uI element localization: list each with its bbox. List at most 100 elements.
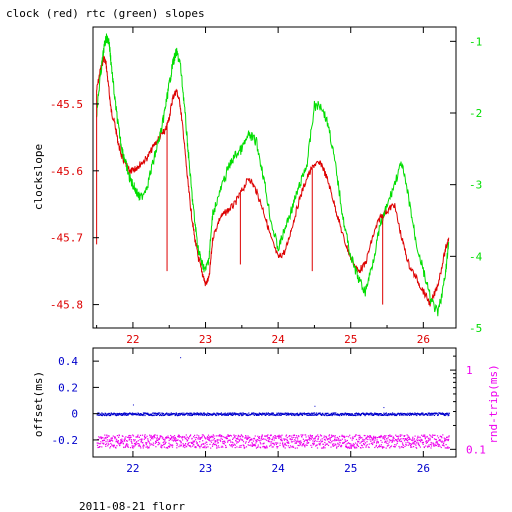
data-point	[248, 444, 250, 446]
data-point	[259, 442, 261, 444]
data-point	[133, 446, 135, 448]
data-point	[278, 437, 280, 439]
data-point	[348, 447, 350, 449]
data-point	[346, 412, 348, 415]
data-point	[325, 413, 327, 415]
data-point	[162, 413, 164, 415]
data-point	[247, 437, 249, 439]
data-point	[189, 445, 191, 447]
data-point	[252, 438, 254, 440]
data-point	[445, 414, 447, 416]
data-point	[288, 435, 291, 437]
data-point	[375, 413, 377, 416]
data-point	[433, 412, 435, 414]
data-point	[350, 443, 352, 445]
data-point	[312, 414, 314, 416]
data-point	[366, 441, 368, 443]
data-point	[358, 436, 361, 438]
data-point	[244, 437, 246, 439]
data-point	[168, 446, 171, 448]
data-point	[122, 414, 124, 416]
data-point	[230, 441, 232, 443]
data-point	[130, 440, 132, 442]
data-point	[275, 443, 277, 446]
data-point	[270, 412, 273, 414]
data-point	[324, 439, 327, 441]
data-point	[351, 444, 353, 446]
data-point	[437, 443, 439, 445]
data-point	[422, 414, 424, 416]
data-point	[252, 413, 254, 415]
data-point	[347, 446, 349, 448]
data-point	[370, 412, 372, 414]
data-point	[396, 414, 398, 416]
data-point	[158, 438, 160, 440]
data-point	[103, 439, 106, 441]
data-point	[115, 413, 117, 415]
data-point	[135, 443, 137, 445]
data-point	[385, 440, 387, 443]
data-point	[263, 442, 265, 444]
data-point	[156, 436, 158, 438]
data-point	[344, 436, 346, 438]
data-point	[209, 436, 211, 438]
data-point	[129, 447, 132, 449]
data-point	[301, 414, 304, 416]
data-point	[419, 414, 421, 416]
data-point	[297, 413, 299, 415]
data-point	[156, 437, 158, 439]
data-point	[401, 413, 403, 416]
data-point	[226, 436, 228, 438]
data-point	[390, 445, 393, 447]
data-point	[216, 440, 219, 442]
data-point	[322, 443, 324, 445]
data-point	[267, 412, 269, 414]
data-point	[131, 413, 133, 415]
data-point	[375, 445, 377, 447]
data-point	[405, 413, 407, 415]
data-point	[279, 442, 281, 444]
data-point	[287, 441, 290, 443]
data-point	[361, 437, 363, 439]
data-point	[296, 412, 298, 414]
data-point	[296, 436, 298, 438]
data-point	[363, 440, 365, 442]
data-point	[354, 414, 356, 416]
data-point	[296, 447, 298, 449]
data-point	[414, 413, 416, 415]
data-point	[214, 414, 217, 416]
data-point	[264, 412, 266, 415]
data-point	[419, 446, 421, 448]
data-point	[299, 441, 301, 443]
data-point	[144, 434, 146, 436]
data-point	[418, 439, 420, 441]
data-point	[377, 442, 379, 444]
data-point	[104, 414, 106, 417]
data-point	[371, 442, 373, 444]
data-point	[172, 436, 174, 438]
data-point	[433, 444, 435, 446]
data-point	[162, 444, 164, 447]
data-point	[348, 446, 350, 448]
data-point	[220, 437, 222, 439]
data-point	[412, 413, 414, 415]
data-point	[418, 445, 420, 447]
data-point	[283, 438, 285, 441]
data-point	[360, 447, 362, 449]
data-point	[424, 438, 426, 440]
data-point	[222, 441, 224, 443]
data-point	[418, 444, 420, 446]
data-point	[203, 447, 205, 449]
data-point	[166, 412, 168, 414]
data-point	[395, 439, 398, 441]
data-point	[316, 435, 318, 437]
data-point	[447, 439, 449, 442]
data-point	[400, 440, 403, 442]
data-point	[135, 413, 137, 415]
data-point	[269, 445, 271, 447]
data-point	[364, 415, 366, 417]
data-point	[273, 439, 275, 441]
data-point	[362, 438, 364, 440]
data-point	[384, 414, 386, 416]
data-point	[119, 442, 121, 445]
